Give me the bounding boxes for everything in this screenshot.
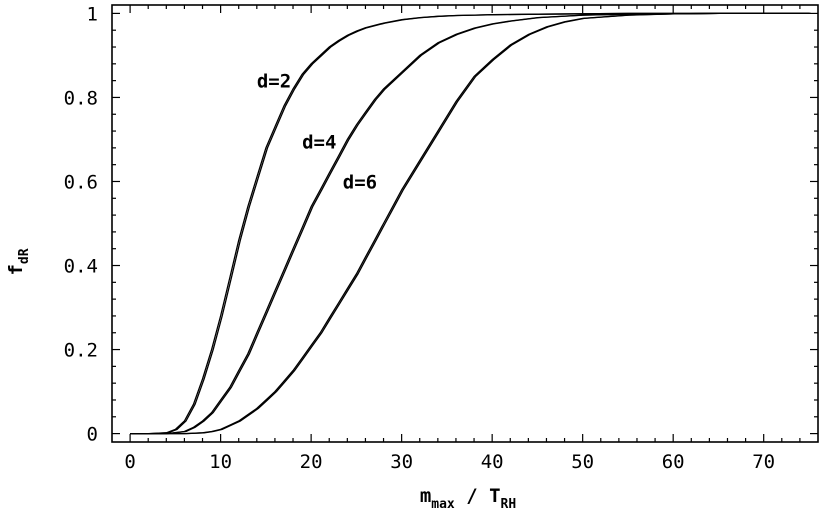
x-tick-label: 60: [662, 451, 685, 473]
series-line-d6-shadow: [131, 12, 811, 435]
x-tick-label: 0: [124, 451, 135, 473]
x-axis-label: mmax / TRH: [420, 485, 516, 512]
series-layer: [130, 12, 811, 435]
x-tick-label: 20: [300, 451, 323, 473]
labels-layer: 0 10 20 30 40 50 60 70 0 0.2 0.4 0.6 0.8 1 d=2 d=4 d=6: [64, 3, 775, 473]
y-tick-label: 0.2: [64, 340, 98, 362]
x-tick-label: 50: [571, 451, 594, 473]
series-line-d4-shadow: [131, 12, 811, 435]
y-tick-label: 0: [87, 424, 98, 446]
x-tick-label: 30: [390, 451, 413, 473]
series-line-d2-shadow: [131, 12, 811, 435]
series-label-d4: d=4: [302, 132, 336, 154]
x-tick-label: 70: [752, 451, 775, 473]
series-label-d2: d=2: [257, 71, 291, 93]
y-tick-label: 0.8: [64, 87, 98, 109]
x-tick-label: 10: [209, 451, 232, 473]
y-tick-label: 1: [87, 3, 98, 25]
y-axis-label: fdR: [5, 248, 32, 275]
y-tick-label: 0.6: [64, 171, 98, 193]
plot-frame: [111, 4, 819, 443]
y-tick-label: 0.4: [64, 256, 98, 278]
series-label-d6: d=6: [343, 171, 377, 193]
x-tick-label: 40: [481, 451, 504, 473]
